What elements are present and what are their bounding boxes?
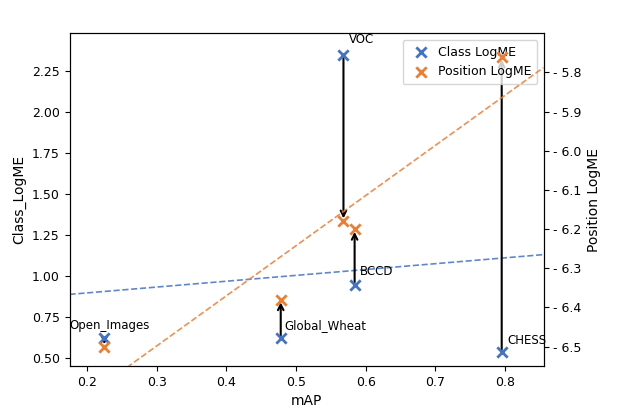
Position LogME bbox=[349, 226, 360, 233]
Class LogME bbox=[338, 51, 348, 58]
Text: CHESS: CHESS bbox=[507, 334, 547, 347]
Class LogME bbox=[99, 335, 109, 342]
Position LogME bbox=[497, 53, 507, 60]
Class LogME bbox=[497, 349, 507, 356]
X-axis label: mAP: mAP bbox=[291, 394, 322, 409]
Y-axis label: Class_LogME: Class_LogME bbox=[12, 155, 27, 244]
Text: Open_Images: Open_Images bbox=[70, 319, 150, 332]
Class LogME bbox=[349, 282, 360, 288]
Position LogME bbox=[276, 296, 286, 303]
Position LogME bbox=[338, 218, 348, 225]
Text: VOC: VOC bbox=[349, 33, 374, 47]
Text: BCCD: BCCD bbox=[360, 265, 394, 278]
Class LogME bbox=[276, 335, 286, 342]
Legend: Class LogME, Position LogME: Class LogME, Position LogME bbox=[403, 40, 537, 84]
Position LogME bbox=[99, 343, 109, 350]
Y-axis label: Position LogME: Position LogME bbox=[587, 148, 601, 252]
Text: Global_Wheat: Global_Wheat bbox=[284, 319, 366, 332]
